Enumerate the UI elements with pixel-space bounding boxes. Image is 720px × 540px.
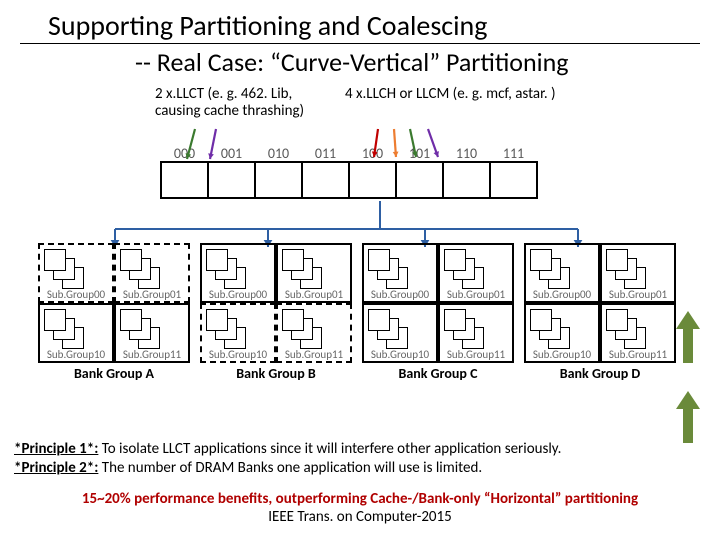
subgroup-label: Sub.Group01: [447, 289, 505, 301]
subgroup-label: Sub.Group10: [209, 349, 267, 361]
subgroup-cell: Sub.Group10: [524, 303, 600, 363]
subgroup-label: Sub.Group00: [533, 289, 591, 301]
subgroup-label: Sub.Group00: [371, 289, 429, 301]
page-subtitle: -- Real Case: “Curve-Vertical” Partition…: [0, 46, 720, 78]
diagram-area: 000001010011100101110111 Sub.Group00Sub.…: [0, 123, 720, 428]
subgroup-cell: Sub.Group11: [114, 303, 190, 363]
subgroup-label: Sub.Group00: [47, 289, 105, 301]
subgroup-cell: Sub.Group10: [200, 303, 276, 363]
subgroup-cell: Sub.Group00: [200, 243, 276, 303]
subgroup-label: Sub.Group00: [209, 289, 267, 301]
subgroup-cell: Sub.Group10: [362, 303, 438, 363]
label-llct: 2 x.LLCT (e. g. 462. Lib, causing cache …: [155, 86, 325, 121]
performance-claim: 15~20% performance benefits, outperformi…: [14, 490, 706, 526]
subgroup-label: Sub.Group10: [47, 349, 105, 361]
subgroup-cell: Sub.Group10: [38, 303, 114, 363]
subgroup-cell: Sub.Group01: [600, 243, 676, 303]
subgroup-cell: Sub.Group00: [524, 243, 600, 303]
bank-group: Sub.Group00 Sub.Group01 Sub.Group10 Sub.Gro…: [38, 243, 190, 382]
top-labels: 2 x.LLCT (e. g. 462. Lib, causing cache …: [0, 86, 720, 121]
bank-group-name: Bank Group B: [200, 365, 352, 382]
subgroup-cell: Sub.Group11: [276, 303, 352, 363]
subgroup-cell: Sub.Group01: [114, 243, 190, 303]
bank-group: Sub.Group00 Sub.Group01 Sub.Group10 Sub.Gro…: [200, 243, 352, 382]
subgroup-label: Sub.Group10: [371, 349, 429, 361]
source-citation: IEEE Trans. on Computer-2015: [14, 508, 706, 526]
bank-group: Sub.Group00 Sub.Group01 Sub.Group10 Sub.Gro…: [524, 243, 676, 382]
principle-2: *Principle 2*: The number of DRAM Banks …: [14, 459, 706, 478]
bank-group-name: Bank Group C: [362, 365, 514, 382]
subgroup-cell: Sub.Group01: [276, 243, 352, 303]
subgroup-label: Sub.Group01: [609, 289, 667, 301]
subgroup-label: Sub.Group11: [447, 349, 505, 361]
subgroup-cell: Sub.Group00: [362, 243, 438, 303]
subgroup-label: Sub.Group11: [123, 349, 181, 361]
subgroup-cell: Sub.Group01: [438, 243, 514, 303]
principles-block: *Principle 1*: To isolate LLCT applicati…: [14, 440, 706, 478]
up-arrow-icon: [676, 391, 700, 448]
subgroup-label: Sub.Group01: [123, 289, 181, 301]
subgroup-label: Sub.Group11: [285, 349, 343, 361]
page-title: Supporting Partitioning and Coalescing: [20, 0, 700, 44]
subgroup-label: Sub.Group10: [533, 349, 591, 361]
bank-group-name: Bank Group D: [524, 365, 676, 382]
label-llch: 4 x.LLCH or LLCM (e. g. mcf, astar. ): [345, 86, 556, 121]
principle-1: *Principle 1*: To isolate LLCT applicati…: [14, 440, 706, 459]
subgroup-cell: Sub.Group00: [38, 243, 114, 303]
bank-groups: Sub.Group00 Sub.Group01 Sub.Group10 Sub.Gro…: [38, 243, 676, 382]
bank-group-name: Bank Group A: [38, 365, 190, 382]
up-arrow-icon: [676, 311, 700, 368]
subgroup-label: Sub.Group01: [285, 289, 343, 301]
bank-group: Sub.Group00 Sub.Group01 Sub.Group10 Sub.Gro…: [362, 243, 514, 382]
subgroup-label: Sub.Group11: [609, 349, 667, 361]
subgroup-cell: Sub.Group11: [600, 303, 676, 363]
subgroup-cell: Sub.Group11: [438, 303, 514, 363]
